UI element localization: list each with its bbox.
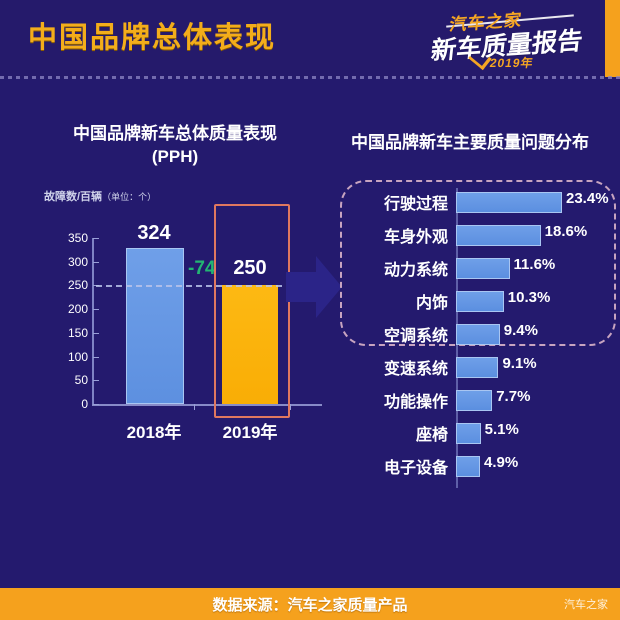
y-axis-tick-mark [93,380,99,382]
brand-logo: 汽车之家 新车质量报告 2019年 [428,6,598,72]
issue-row: 内饰 10.3% [340,285,612,318]
data-source-label: 数据来源：汽车之家质量产品 [212,596,408,614]
issue-label: 座椅 [415,427,448,444]
issue-row: 变速系统 9.1% [340,351,612,384]
delta-annotation: -74 [188,258,216,280]
issue-label: 电子设备 [383,460,448,477]
issue-bar [456,423,481,444]
bar-value-label: 250 [233,257,267,280]
issue-distribution-list: 行驶过程 23.4% 车身外观 18.6% 动力系统 11.6% 内饰 10.3% 空调系统 9.… [340,186,612,483]
issue-row: 空调系统 9.4% [340,318,612,351]
bar-value-label: 324 [137,222,171,245]
issue-value: 4.9% [484,454,519,471]
y-axis-tick-label: 350 [67,231,88,245]
header-accent-stripe [605,0,620,77]
bar-2019年 [222,285,278,404]
y-axis-tick-mark [93,238,99,239]
axis-unit-main: 故障数/百辆 [44,191,103,203]
issue-value: 11.6% [513,256,556,273]
left-bar-chart: 350 300 250 200 150 100 50 0 324 2018年 250 2019年 -74 [30,204,330,442]
x-axis-tick-mark [194,404,195,410]
issue-row: 座椅 5.1% [340,417,612,450]
issue-row: 行驶过程 23.4% [340,186,612,219]
issue-label: 功能操作 [383,394,448,411]
issue-label: 变速系统 [383,361,448,378]
issue-row: 车身外观 18.6% [340,219,612,252]
issue-label: 动力系统 [383,262,448,279]
issue-value: 23.4% [566,190,609,207]
left-chart-axis-unit: 故障数/百辆（单位：个） [44,188,156,204]
issue-label: 行驶过程 [383,196,448,213]
x-axis-label: 2019年 [222,423,278,442]
footer-bar: 数据来源：汽车之家质量产品 [0,588,620,620]
reference-line-250 [96,285,322,288]
axis-unit-paren: （单位：个） [102,192,157,202]
y-axis-tick-mark [93,309,99,311]
y-axis-tick-label: 250 [67,278,88,293]
highlight-box-2019 [214,204,290,418]
issue-label: 内饰 [415,295,448,312]
y-axis-tick-label: 150 [67,325,88,340]
logo-line-year: 2019年 [488,56,535,70]
y-axis-tick-mark [93,404,99,405]
issue-bar [456,456,480,477]
y-axis-tick-label: 50 [74,373,88,388]
y-axis-tick-label: 100 [67,349,88,364]
x-axis-tick-mark [290,404,291,410]
issue-bar [456,192,562,213]
left-chart-title: 中国品牌新车总体质量表现 (PPH) [30,122,320,168]
issue-value: 5.1% [484,421,519,438]
issue-bar [456,291,504,312]
top-issues-highlight-box [340,180,616,346]
header-bar: 中国品牌总体表现 汽车之家 新车质量报告 2019年 [0,0,620,79]
y-axis-tick-label: 200 [67,302,88,317]
issue-value: 7.7% [496,388,531,405]
issue-bar [456,258,510,279]
issue-row: 电子设备 4.9% [340,450,612,483]
y-axis-tick-mark [93,261,99,263]
issue-label: 车身外观 [383,229,448,246]
issue-label: 空调系统 [383,328,448,345]
y-axis-line [92,238,94,404]
issue-row: 功能操作 7.7% [340,384,612,417]
x-axis-line [92,404,322,406]
issue-value: 18.6% [544,223,588,240]
transition-arrow-icon [286,256,342,318]
issue-row: 动力系统 11.6% [340,252,612,285]
issue-bar [456,324,500,345]
header-dashed-divider [0,76,620,79]
issue-value: 9.4% [503,322,538,339]
x-axis-label: 2018年 [126,423,182,442]
y-axis-tick-label: 0 [81,397,88,411]
issue-bar [456,225,541,246]
left-chart-title-line2: (PPH) [151,147,199,166]
y-axis-tick-mark [93,332,99,334]
issue-value: 10.3% [507,289,551,306]
right-chart-title: 中国品牌新车主要质量问题分布 [351,133,589,152]
y-axis-tick-label: 300 [67,254,88,269]
issue-value: 9.1% [502,355,537,372]
watermark: 汽车之家 [564,599,608,611]
y-axis-tick-mark [93,356,99,358]
left-chart-title-line1: 中国品牌新车总体质量表现 [73,124,277,143]
bar-2018年 [126,248,184,404]
issue-bar [456,357,499,378]
page-title: 中国品牌总体表现 [28,22,277,54]
issue-bar [456,390,493,411]
